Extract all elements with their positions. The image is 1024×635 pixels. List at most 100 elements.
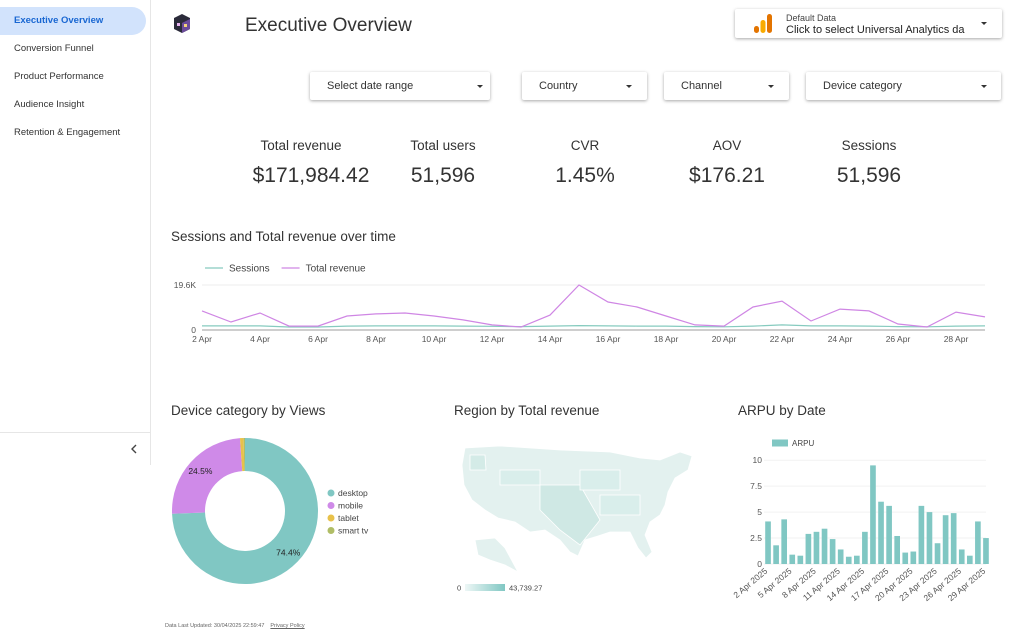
bar (886, 505, 892, 564)
bar (870, 465, 876, 564)
charts-layer: 0 19.6K 2 Apr 4 Apr 6 Apr 8 Apr 10 Apr 12 Apr 14… (172, 264, 989, 603)
chart-title: Device category by Views (171, 403, 326, 418)
legend-swatch (772, 439, 788, 447)
filter-label: Select date range (327, 80, 414, 92)
bar (781, 519, 788, 564)
chart-title: ARPU by Date (738, 403, 826, 418)
analytics-icon (754, 14, 772, 33)
nav-item[interactable]: Product Performance (14, 71, 104, 82)
legend-label: Sessions (229, 264, 270, 275)
legend-label: smart tv (338, 526, 369, 536)
x-tick-label: 24 Apr (828, 334, 853, 344)
filter-dropdown[interactable]: Device category (806, 72, 1001, 100)
map-legend-label: 0 (457, 584, 461, 593)
legend-label: tablet (338, 513, 359, 523)
data-source-name: Default Data (786, 13, 837, 23)
bar (975, 521, 981, 564)
line-series (201, 284, 986, 328)
bar (862, 531, 868, 564)
chart-title: Sessions and Total revenue over time (171, 229, 396, 244)
pie-slice (172, 438, 318, 584)
data-source-selector[interactable]: Default Data Click to select Universal A… (735, 9, 1002, 38)
nav-item[interactable]: Retention & Engagement (14, 127, 121, 138)
caret (626, 85, 632, 88)
map-legend-label: 43,739.27 (509, 584, 542, 593)
y-tick-label: 10 (753, 455, 763, 465)
us-map (461, 445, 693, 573)
legend-swatch (327, 514, 335, 522)
filter-label: Device category (823, 80, 902, 92)
bar (902, 552, 909, 564)
y-tick-label: 2.5 (750, 533, 762, 543)
bar (829, 539, 836, 564)
x-tick-label: 16 Apr (596, 334, 621, 344)
bar (773, 545, 779, 564)
filter-dropdown[interactable]: Channel (664, 72, 789, 100)
bar (853, 555, 860, 564)
legend-label: desktop (338, 488, 368, 498)
x-tick-label: 6 Apr (308, 334, 328, 344)
pie-slice (243, 438, 245, 472)
x-tick-label: 14 Apr (538, 334, 563, 344)
y-tick-label: 7.5 (750, 481, 762, 491)
nav-item[interactable]: Executive Overview (0, 7, 146, 35)
kpi-value: $171,984.42 (252, 164, 370, 187)
bar (821, 528, 828, 564)
x-tick-label: 12 Apr (480, 334, 505, 344)
bar (789, 554, 796, 564)
sidebar-footer (0, 432, 150, 468)
pie-slice (172, 438, 243, 514)
x-tick-label: 26 Apr (886, 334, 911, 344)
kpi-label: AOV (712, 138, 742, 153)
bar (966, 555, 973, 564)
collapse-button[interactable] (0, 433, 150, 463)
bar (837, 549, 844, 564)
kpi-value: 51,596 (410, 164, 476, 187)
bar (918, 505, 925, 564)
bar (950, 513, 957, 564)
page-title: Executive Overview (245, 15, 412, 36)
kpi-label: Total users (410, 138, 476, 153)
bar (926, 512, 933, 564)
line-series (202, 324, 986, 328)
caret (768, 85, 774, 88)
privacy-link[interactable]: Privacy Policy (270, 623, 305, 629)
y-tick-label: 5 (757, 507, 762, 517)
bar (934, 543, 941, 564)
x-tick-label: 10 Apr (422, 334, 447, 344)
caret (477, 85, 483, 88)
bar (805, 533, 812, 564)
bar (813, 531, 820, 564)
kpi-label: CVR (570, 138, 600, 153)
filter-dropdown[interactable]: Select date range (310, 72, 490, 100)
x-tick-label: 4 Apr (250, 334, 270, 344)
x-tick-label: 8 Apr (366, 334, 386, 344)
bar (942, 515, 949, 564)
sidebar: Executive Overview Conversion Funnel Pro… (0, 0, 151, 465)
nav-item[interactable]: Conversion Funnel (14, 43, 94, 54)
bar (765, 521, 771, 564)
x-tick-label: 2 Apr (192, 334, 212, 344)
kpi-value: $176.21 (689, 164, 765, 187)
bar (958, 549, 965, 564)
logo (174, 14, 190, 33)
caret (981, 85, 987, 88)
bar (894, 535, 901, 564)
legend-swatch (327, 527, 335, 534)
nav-item[interactable]: Audience Insight (14, 99, 85, 110)
kpi-value: 51,596 (836, 164, 902, 187)
footer: Data Last Updated: 30/04/2025 22:59:47 Pr… (165, 623, 305, 629)
data-source-description: Click to select Universal Analytics da (786, 24, 965, 36)
legend-label: Total revenue (306, 264, 366, 275)
legend-swatch (327, 502, 335, 509)
y-tick-label: 0 (757, 559, 762, 569)
bar (845, 556, 852, 564)
filter-dropdown[interactable]: Country (522, 72, 647, 100)
data-label: 24.5% (188, 466, 213, 476)
bar (797, 555, 804, 564)
caret (981, 22, 987, 25)
y-tick-label: 0 (191, 325, 196, 335)
kpi-label: Sessions (841, 138, 897, 153)
bar (910, 551, 917, 564)
